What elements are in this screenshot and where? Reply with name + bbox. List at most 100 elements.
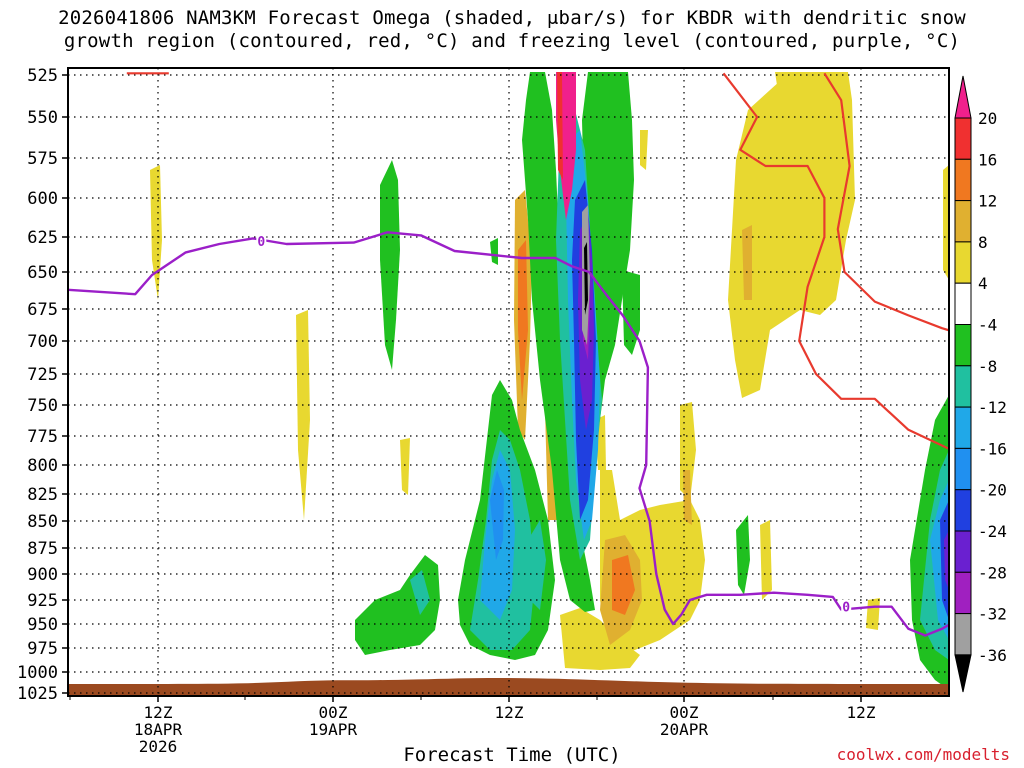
colorbar-swatch	[954, 117, 972, 160]
colorbar-label: 12	[978, 192, 997, 211]
y-tick-label: 550	[27, 108, 58, 128]
colorbar-label: -28	[978, 563, 1007, 582]
colorbar-swatch	[954, 282, 972, 326]
y-axis: 525 550 575 600 625 650 675 700 725 750 775 800 825 8…	[17, 66, 68, 704]
colorbar-label: -16	[978, 439, 1007, 458]
colorbar-label: -32	[978, 605, 1007, 624]
y-tick-label: 575	[27, 149, 58, 169]
y-tick-label: 900	[27, 565, 58, 585]
y-tick-label: 650	[27, 263, 58, 283]
omega-shaded-region	[296, 310, 310, 520]
omega-shaded-region	[736, 515, 750, 595]
y-tick-label: 925	[27, 591, 58, 611]
y-tick-label: 975	[27, 639, 58, 659]
omega-shaded-region	[490, 470, 504, 560]
y-tick-label: 750	[27, 396, 58, 416]
freezing-level-label: 0	[842, 601, 850, 616]
x-tick-label: 20APR	[660, 720, 709, 739]
y-tick-label: 675	[27, 300, 58, 320]
omega-shaded-region	[380, 160, 400, 370]
y-tick-label: 525	[27, 66, 58, 86]
y-tick-label: 950	[27, 615, 58, 635]
y-tick-label: 875	[27, 539, 58, 559]
omega-shaded-region	[410, 570, 430, 615]
colorbar-label: 4	[978, 274, 988, 293]
chart-title-line-1: 2026041806 NAM3KM Forecast Omega (shaded…	[58, 7, 966, 29]
colorbar-swatch	[954, 158, 972, 202]
colorbar-label: 16	[978, 150, 997, 169]
omega-shaded-region	[584, 242, 588, 315]
omega-shaded-region	[557, 72, 563, 180]
x-tick-label: 18APR	[134, 720, 183, 739]
y-tick-label: 1025	[17, 684, 58, 704]
omega-shaded-region	[775, 72, 796, 100]
freezing-level-label-bg	[256, 234, 267, 248]
credit-link[interactable]: coolwx.com/modelts	[836, 745, 1010, 764]
omega-shaded-region	[560, 608, 640, 670]
omega-shaded-region	[490, 238, 498, 265]
x-tick-label: 19APR	[309, 720, 358, 739]
chart-title-line-2: growth region (contoured, red, °C) and f…	[63, 30, 961, 52]
omega-shaded-region	[622, 270, 640, 355]
colorbar-swatch	[954, 489, 972, 532]
colorbar-swatch	[954, 324, 972, 367]
x-tick-label: 12Z	[144, 703, 173, 722]
y-tick-label: 625	[27, 228, 58, 248]
omega-shaded-region	[683, 470, 692, 525]
omega-shaded-region	[742, 225, 752, 300]
colorbar-swatch	[954, 613, 972, 656]
colorbar-label: -4	[978, 316, 997, 335]
y-tick-label: 725	[27, 365, 58, 385]
omega-shaded-region	[866, 598, 880, 630]
colorbar-top-arrow	[954, 75, 972, 119]
y-tick-label: 775	[27, 427, 58, 447]
grid-lines	[68, 68, 949, 696]
x-tick-label: 12Z	[495, 703, 524, 722]
y-tick-label: 1000	[17, 663, 58, 683]
omega-shaded-region	[640, 130, 648, 170]
y-tick-label: 850	[27, 512, 58, 532]
colorbar-label: -20	[978, 481, 1007, 500]
colorbar-swatch	[954, 447, 972, 491]
x-axis-label: Forecast Time (UTC)	[403, 744, 621, 766]
colorbar-swatch	[954, 406, 972, 449]
omega-shaded-region	[518, 240, 528, 400]
colorbar-swatch	[954, 530, 972, 573]
x-tick-label: 00Z	[319, 703, 348, 722]
colorbar-label: -12	[978, 398, 1007, 417]
colorbar-label: 20	[978, 109, 997, 128]
x-tick-label: 2026	[139, 737, 178, 756]
colorbar-bottom-arrow	[954, 654, 972, 693]
x-tick-label: 00Z	[670, 703, 699, 722]
colorbar-swatch	[954, 200, 972, 243]
omega-shaded-region	[400, 438, 410, 495]
colorbar-label: -24	[978, 522, 1007, 541]
omega-shaded-region	[150, 165, 162, 300]
y-tick-label: 700	[27, 332, 58, 352]
x-tick-label: 12Z	[847, 703, 876, 722]
omega-shaded-region	[944, 530, 949, 590]
colorbar-label: -36	[978, 646, 1007, 665]
y-tick-label: 600	[27, 189, 58, 209]
colorbar-swatch	[954, 365, 972, 408]
y-tick-label: 800	[27, 456, 58, 476]
omega-shaded-region	[943, 165, 949, 280]
omega-shaded-region	[355, 555, 440, 655]
y-tick-label: 825	[27, 485, 58, 505]
omega-shaded-region	[728, 72, 855, 398]
freezing-level-label: 0	[257, 235, 265, 250]
colorbar-swatch	[954, 241, 972, 284]
omega-shaded-region	[612, 555, 635, 615]
freezing-level-contour	[68, 231, 949, 637]
colorbar-label: -8	[978, 357, 997, 376]
dgz-contour	[823, 72, 949, 332]
omega-shaded-region	[528, 520, 546, 610]
colorbar-swatch	[954, 571, 972, 615]
dgz-contour	[722, 72, 949, 451]
colorbar-label: 8	[978, 233, 988, 252]
omega-shading	[150, 72, 949, 690]
colorbar: 20 16 12 8 4 -4 -8 -12 -16 -20 -24 -28 -32 -36	[954, 75, 1007, 693]
freezing-level-label-bg	[841, 599, 852, 613]
